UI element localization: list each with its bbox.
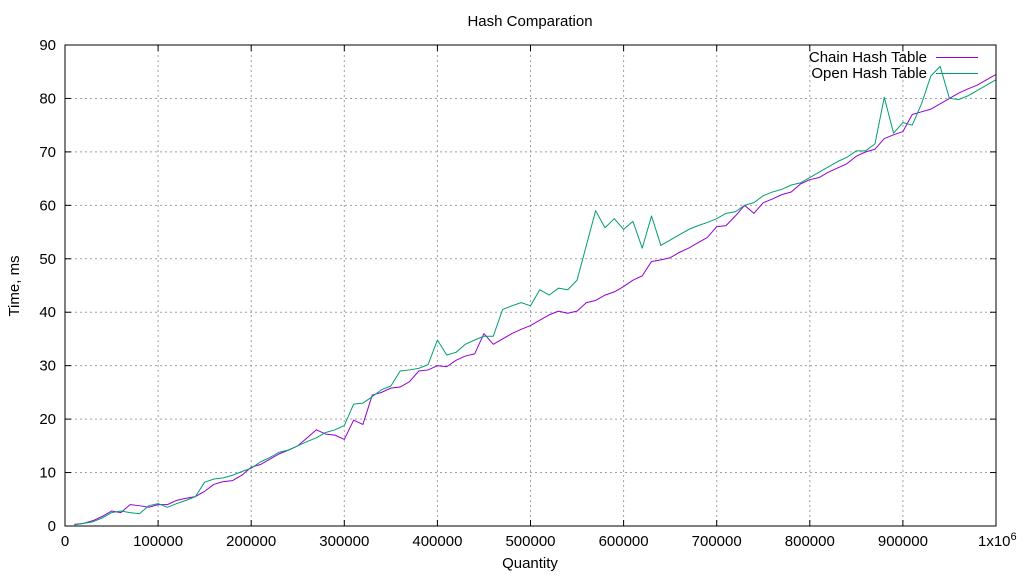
series-line-open-hash-table <box>74 65 997 526</box>
x-tick-label: 0 <box>61 533 69 550</box>
y-tick-label: 70 <box>39 144 56 161</box>
x-tick-exponent: 6 <box>1011 531 1017 543</box>
y-tick-label: 60 <box>39 197 56 214</box>
x-tick-label: 300000 <box>319 533 369 550</box>
legend-label-chain: Chain Hash Table <box>809 49 927 66</box>
series-line-chain-hash-table <box>74 73 997 525</box>
x-tick-label: 900000 <box>878 533 928 550</box>
y-axis-label: Time, ms <box>6 255 23 316</box>
x-tick-label: 600000 <box>599 533 649 550</box>
x-tick-label: 700000 <box>692 533 742 550</box>
y-tick-label: 30 <box>39 358 56 375</box>
y-tick-label: 90 <box>39 37 56 54</box>
x-tick-label: 400000 <box>412 533 462 550</box>
grid-lines <box>65 45 996 526</box>
axis-ticks: 0 10 20 30 40 50 60 70 80 90 0 100000 200000 300000 40… <box>39 37 1016 550</box>
y-tick-label: 80 <box>39 90 56 107</box>
y-tick-label: 40 <box>39 304 56 321</box>
x-tick-label: 100000 <box>133 533 183 550</box>
legend: Chain Hash Table Open Hash Table <box>809 49 978 82</box>
chart-title: Hash Comparation <box>467 13 592 30</box>
y-tick-label: 20 <box>39 411 56 428</box>
x-tick-label: 500000 <box>505 533 555 550</box>
y-tick-label: 50 <box>39 251 56 268</box>
x-axis-label: Quantity <box>502 555 558 572</box>
x-tick-label: 800000 <box>785 533 835 550</box>
y-tick-label: 0 <box>48 518 56 535</box>
legend-label-open: Open Hash Table <box>811 65 927 82</box>
data-series <box>74 65 997 526</box>
y-tick-label: 10 <box>39 465 56 482</box>
x-tick-label: 200000 <box>226 533 276 550</box>
x-tick-label: 1x106 <box>978 531 1017 550</box>
